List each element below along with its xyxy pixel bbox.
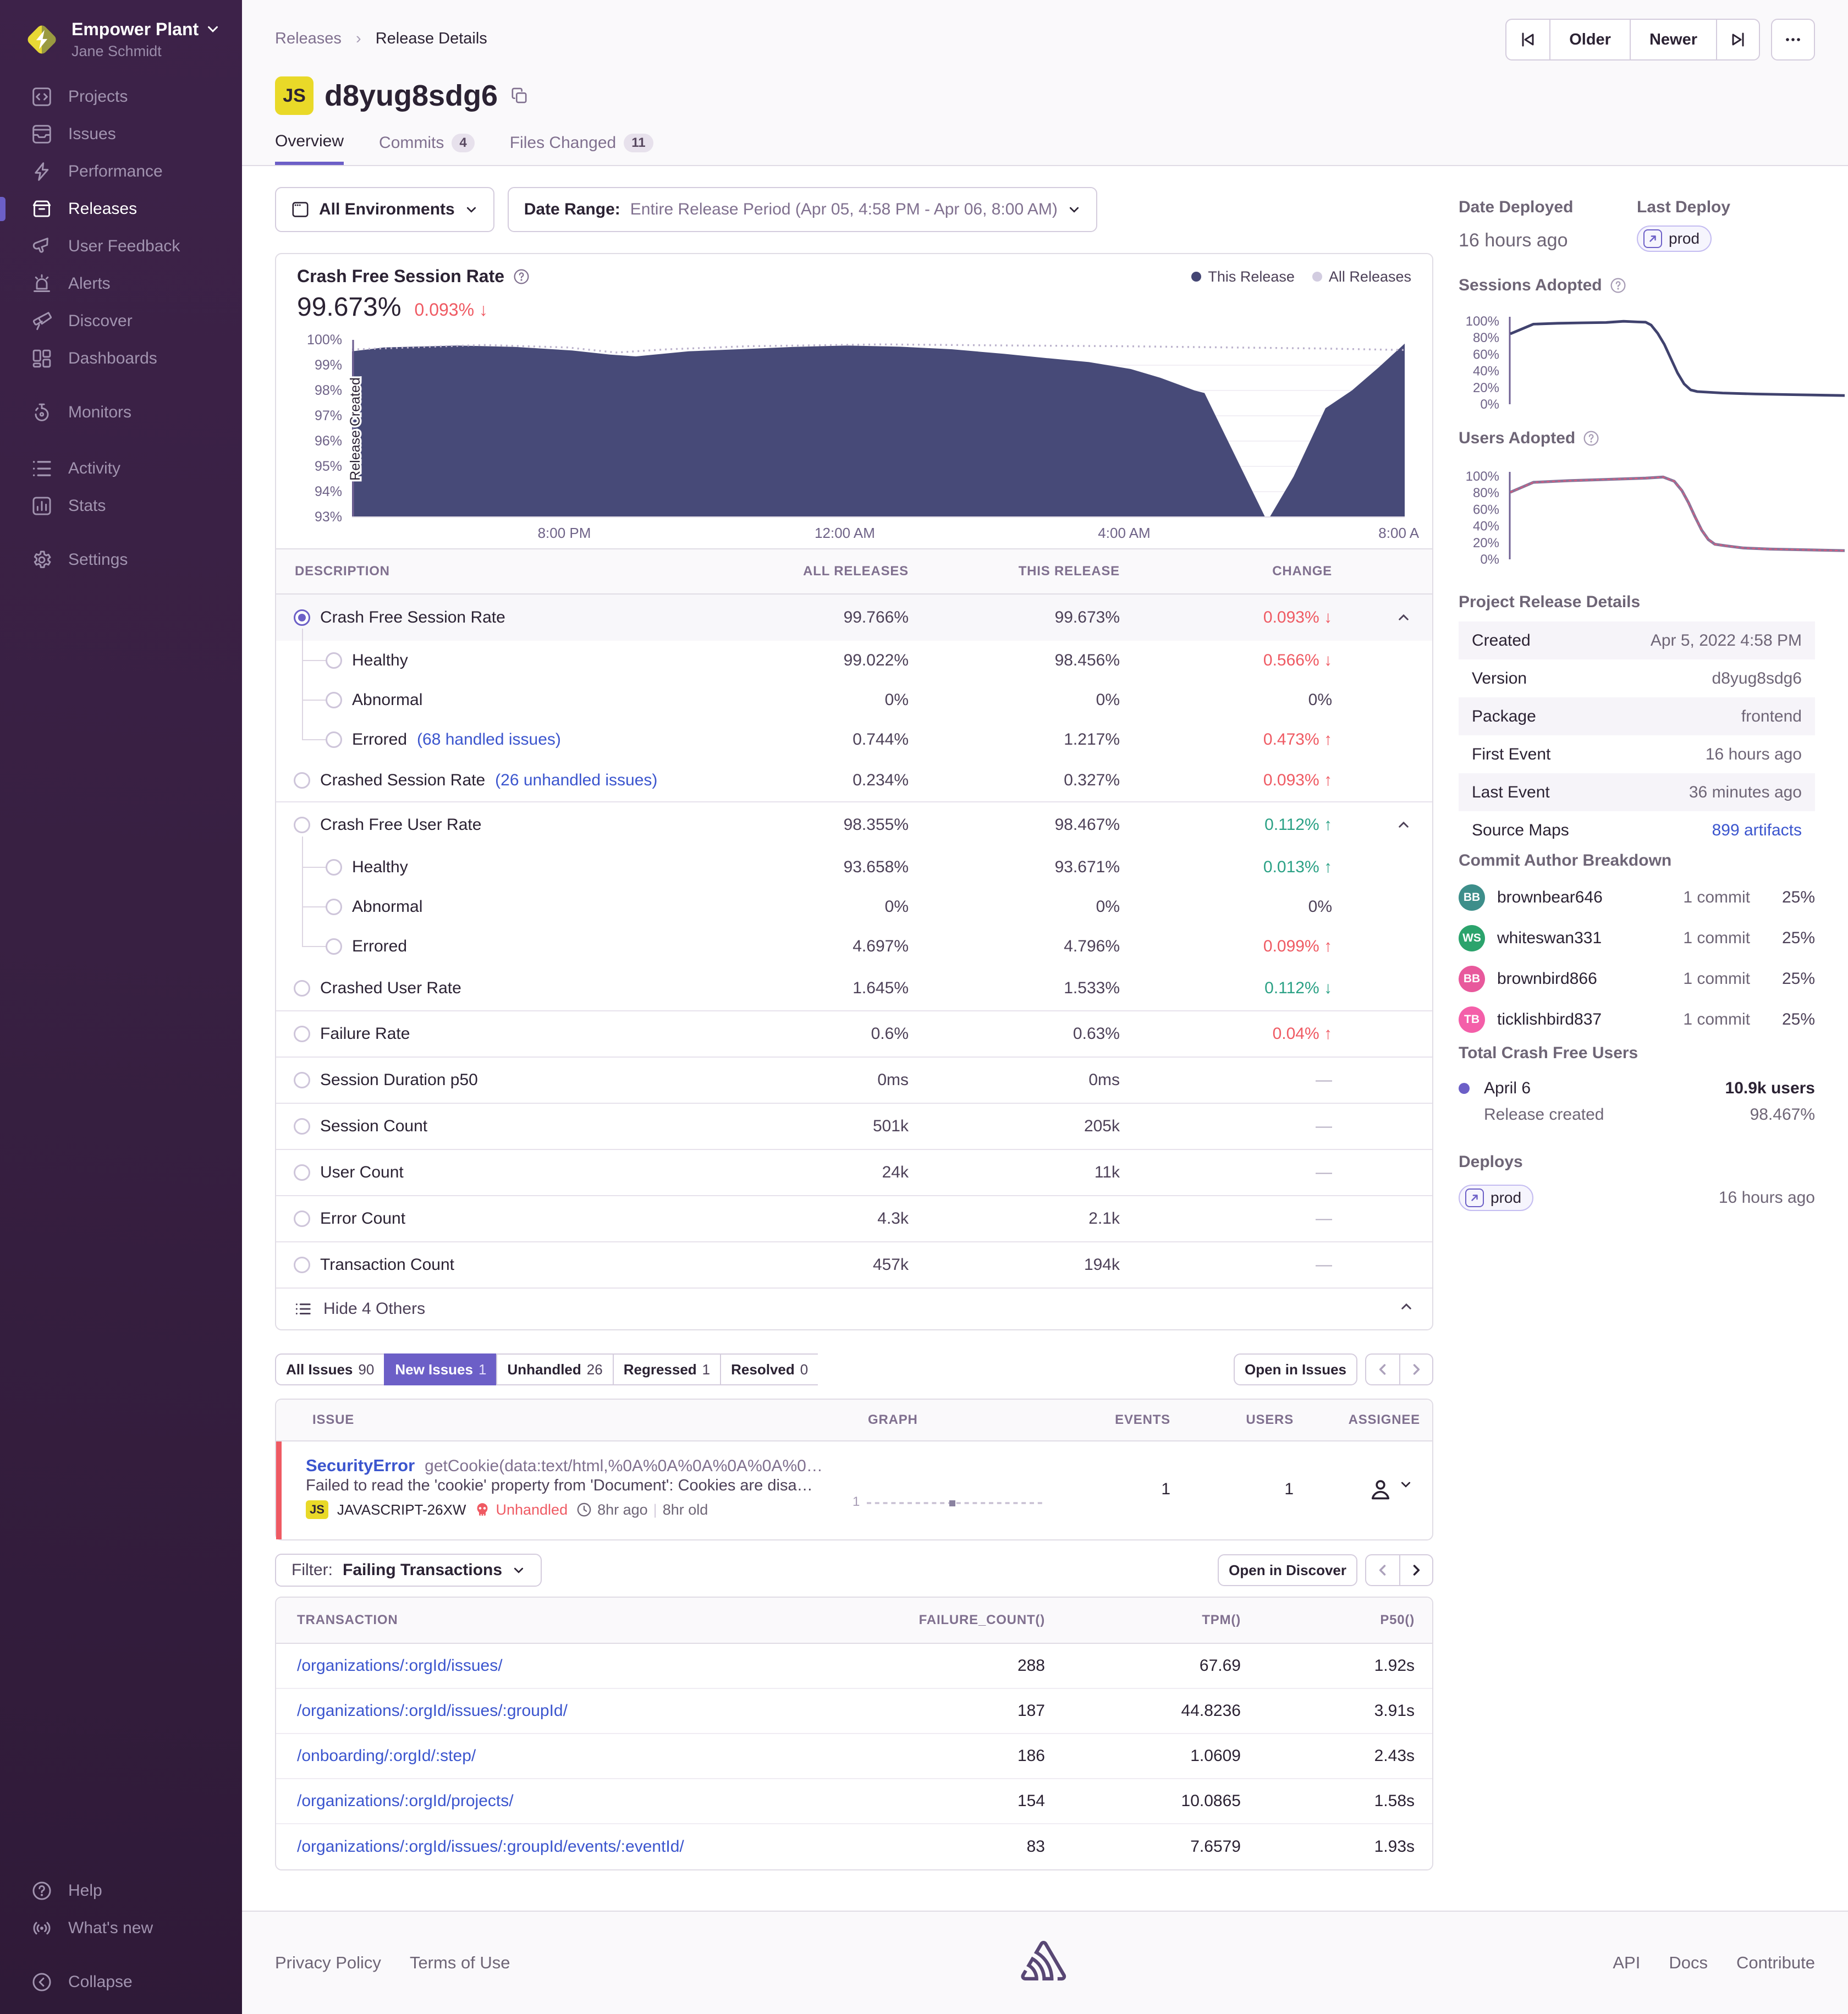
svg-text:93%: 93% <box>315 509 342 525</box>
svg-text:60%: 60% <box>1473 347 1499 362</box>
svg-text:20%: 20% <box>1473 381 1499 395</box>
svg-text:96%: 96% <box>315 433 342 449</box>
svg-text:8:00 PM: 8:00 PM <box>538 525 591 541</box>
svg-text:0%: 0% <box>1480 552 1499 565</box>
svg-text:100%: 100% <box>1466 314 1499 329</box>
svg-text:8:00 AM: 8:00 AM <box>1378 525 1419 541</box>
svg-text:80%: 80% <box>1473 486 1499 500</box>
svg-text:100%: 100% <box>1466 469 1499 484</box>
svg-text:99%: 99% <box>315 357 342 373</box>
svg-text:100%: 100% <box>307 332 342 348</box>
svg-text:80%: 80% <box>1473 331 1499 345</box>
svg-text:0%: 0% <box>1480 397 1499 410</box>
svg-text:12:00 AM: 12:00 AM <box>815 525 875 541</box>
svg-text:97%: 97% <box>315 408 342 423</box>
svg-text:60%: 60% <box>1473 502 1499 517</box>
svg-text:Release Created: Release Created <box>348 377 363 481</box>
svg-text:20%: 20% <box>1473 536 1499 551</box>
svg-text:94%: 94% <box>315 484 342 499</box>
svg-text:98%: 98% <box>315 383 342 398</box>
svg-text:40%: 40% <box>1473 519 1499 534</box>
svg-text:40%: 40% <box>1473 364 1499 379</box>
svg-text:4:00 AM: 4:00 AM <box>1098 525 1150 541</box>
svg-text:95%: 95% <box>315 459 342 474</box>
